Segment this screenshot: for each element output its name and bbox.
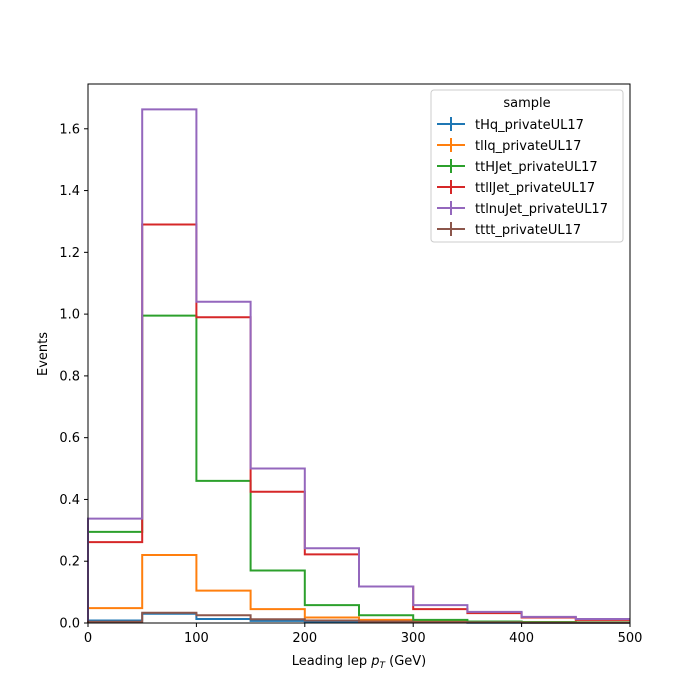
legend-entry: ttlnuJet_privateUL17 (437, 201, 608, 217)
legend-entry: tllq_privateUL17 (437, 138, 581, 154)
plot-frame (87, 83, 631, 624)
y-tick-label: 0.2 (59, 555, 80, 570)
y-tick-label: 1.6 (59, 122, 80, 137)
series-step-4 (87, 108, 630, 623)
legend: sample tHq_privateUL17 tllq_privateUL17tt… (430, 89, 624, 243)
legend-title: sample (503, 96, 550, 111)
series-step-5 (87, 611, 630, 624)
legend-label: tllq_privateUL17 (475, 139, 581, 154)
y-axis: 0.0 0.2 0.4 0.6 0.8 1.0 1.2 1.4 1.6 (59, 122, 88, 632)
legend-label: ttHJet_privateUL17 (475, 160, 598, 175)
y-axis-label: Events (36, 332, 51, 376)
legend-label: ttlnuJet_privateUL17 (475, 202, 608, 217)
legend-label: tttt_privateUL17 (475, 223, 581, 238)
x-tick-label: 500 (618, 631, 643, 646)
y-tick-label: 0.4 (59, 493, 80, 508)
x-tick-label: 200 (292, 631, 317, 646)
x-axis-label: Leading lep pT (GeV) (292, 654, 426, 671)
legend-label: tHq_privateUL17 (475, 118, 584, 133)
legend-entry: tttt_privateUL17 (437, 222, 581, 238)
legend-box (430, 89, 624, 243)
x-tick-label: 400 (509, 631, 534, 646)
plot-marks (87, 108, 630, 624)
y-tick-label: 0.0 (59, 617, 80, 632)
x-tick-label: 0 (84, 631, 92, 646)
legend-entry: ttHJet_privateUL17 (437, 159, 598, 175)
legend-label: ttllJet_privateUL17 (475, 181, 595, 196)
y-tick-label: 1.0 (59, 308, 80, 323)
legend-entry: tHq_privateUL17 (437, 117, 584, 133)
x-tick-label: 100 (184, 631, 209, 646)
y-tick-label: 0.8 (59, 369, 80, 384)
x-axis: 0 100 200 300 400 500 (84, 623, 643, 646)
y-tick-label: 1.2 (59, 246, 80, 261)
y-tick-label: 0.6 (59, 431, 80, 446)
x-tick-label: 300 (401, 631, 426, 646)
y-tick-label: 1.4 (59, 184, 80, 199)
legend-items: tHq_privateUL17 tllq_privateUL17 ttHJet_pr… (437, 117, 608, 238)
legend-entry: ttllJet_privateUL17 (437, 180, 595, 196)
